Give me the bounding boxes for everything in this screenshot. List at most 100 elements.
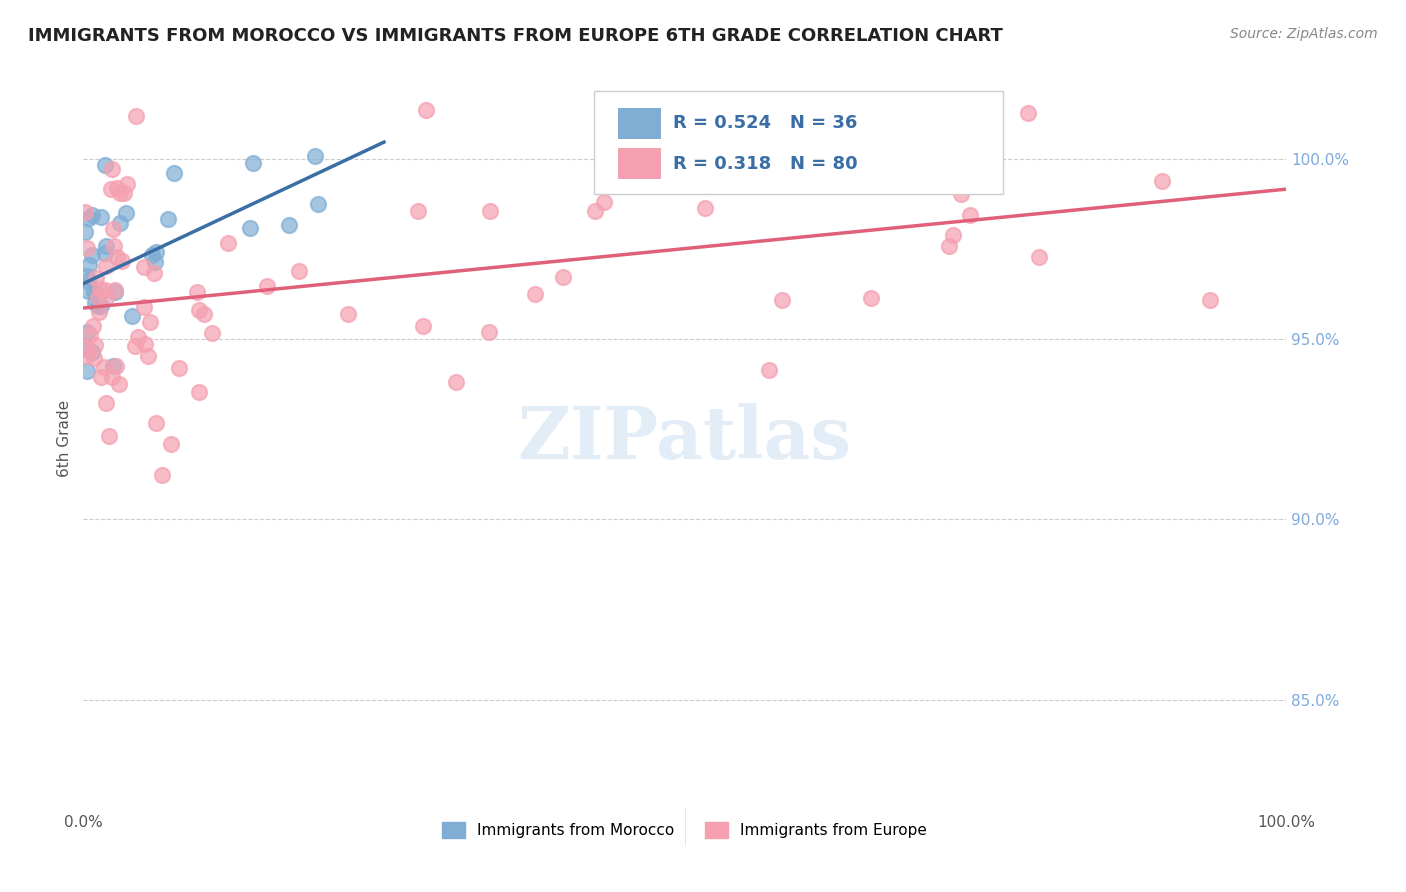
Text: ZIPatlas: ZIPatlas	[517, 402, 852, 474]
Immigrants from Europe	[125, 109, 148, 123]
Immigrants from Europe	[94, 396, 117, 410]
Y-axis label: 6th Grade: 6th Grade	[58, 400, 72, 476]
Text: IMMIGRANTS FROM MOROCCO VS IMMIGRANTS FROM EUROPE 6TH GRADE CORRELATION CHART: IMMIGRANTS FROM MOROCCO VS IMMIGRANTS FR…	[28, 27, 1002, 45]
Immigrants from Europe	[145, 416, 167, 430]
Immigrants from Morocco	[80, 248, 103, 262]
Immigrants from Morocco	[143, 255, 166, 269]
Immigrants from Europe	[73, 205, 96, 219]
Legend: Immigrants from Morocco, Immigrants from Europe: Immigrants from Morocco, Immigrants from…	[436, 816, 934, 845]
Immigrants from Morocco	[76, 325, 98, 339]
Immigrants from Morocco	[83, 296, 105, 310]
Immigrants from Morocco	[115, 206, 138, 220]
Immigrants from Europe	[110, 186, 132, 200]
Immigrants from Europe	[105, 181, 128, 195]
Immigrants from Europe	[105, 250, 128, 264]
Immigrants from Europe	[412, 319, 434, 334]
Immigrants from Europe	[134, 336, 156, 351]
Immigrants from Europe	[593, 195, 616, 210]
Immigrants from Europe	[83, 338, 105, 352]
Immigrants from Morocco	[104, 285, 127, 299]
Immigrants from Europe	[97, 429, 120, 443]
Immigrants from Europe	[186, 285, 208, 300]
Immigrants from Morocco	[304, 148, 326, 162]
Immigrants from Europe	[90, 370, 112, 384]
Immigrants from Europe	[758, 363, 780, 377]
Immigrants from Europe	[142, 266, 165, 280]
Immigrants from Europe	[76, 341, 98, 355]
Immigrants from Europe	[112, 186, 135, 201]
Immigrants from Morocco	[110, 216, 132, 230]
Bar	[619, 108, 661, 139]
Immigrants from Europe	[288, 264, 311, 278]
Immigrants from Europe	[478, 325, 501, 339]
Immigrants from Europe	[187, 302, 209, 317]
Immigrants from Morocco	[163, 166, 186, 180]
Immigrants from Europe	[117, 177, 139, 191]
Immigrants from Morocco	[76, 268, 98, 283]
Immigrants from Europe	[336, 307, 359, 321]
Immigrants from Europe	[108, 376, 131, 391]
Immigrants from Europe	[938, 239, 960, 253]
Immigrants from Europe	[110, 254, 132, 268]
Immigrants from Europe	[942, 228, 965, 243]
FancyBboxPatch shape	[595, 91, 1004, 194]
Immigrants from Europe	[583, 203, 606, 218]
Immigrants from Europe	[100, 182, 122, 196]
Immigrants from Europe	[93, 359, 115, 374]
Immigrants from Europe	[79, 328, 101, 343]
Immigrants from Europe	[103, 283, 125, 297]
Immigrants from Europe	[89, 282, 111, 296]
Immigrants from Europe	[1198, 293, 1220, 308]
Immigrants from Europe	[1150, 174, 1173, 188]
Immigrants from Europe	[444, 375, 467, 389]
Immigrants from Morocco	[121, 309, 143, 323]
Immigrants from Europe	[139, 315, 162, 329]
Immigrants from Europe	[134, 300, 156, 314]
Immigrants from Europe	[765, 110, 787, 124]
Immigrants from Europe	[103, 238, 125, 252]
Immigrants from Europe	[551, 270, 574, 285]
Immigrants from Europe	[602, 155, 624, 169]
Immigrants from Europe	[104, 359, 127, 373]
Immigrants from Europe	[1028, 250, 1050, 264]
Immigrants from Morocco	[307, 196, 329, 211]
Immigrants from Morocco	[94, 157, 117, 171]
Immigrants from Europe	[101, 370, 124, 384]
Immigrants from Morocco	[94, 238, 117, 252]
Text: Source: ZipAtlas.com: Source: ZipAtlas.com	[1230, 27, 1378, 41]
Immigrants from Morocco	[80, 345, 103, 359]
Immigrants from Morocco	[76, 363, 98, 377]
Immigrants from Europe	[479, 204, 502, 219]
Immigrants from Europe	[82, 318, 104, 333]
Immigrants from Morocco	[239, 220, 262, 235]
Immigrants from Morocco	[73, 342, 96, 356]
Immigrants from Europe	[415, 103, 437, 117]
Immigrants from Morocco	[278, 218, 301, 232]
Immigrants from Morocco	[77, 274, 100, 288]
Immigrants from Europe	[167, 360, 190, 375]
Immigrants from Morocco	[90, 299, 112, 313]
Text: R = 0.318   N = 80: R = 0.318 N = 80	[672, 155, 858, 173]
Immigrants from Europe	[959, 207, 981, 221]
Immigrants from Morocco	[77, 284, 100, 298]
Immigrants from Europe	[1017, 106, 1039, 120]
Immigrants from Morocco	[101, 359, 124, 374]
Immigrants from Europe	[87, 290, 110, 304]
Immigrants from Morocco	[77, 258, 100, 272]
Immigrants from Morocco	[86, 287, 108, 301]
Immigrants from Europe	[136, 349, 159, 363]
Immigrants from Europe	[150, 468, 173, 483]
Immigrants from Morocco	[73, 225, 96, 239]
Immigrants from Morocco	[145, 244, 167, 259]
Immigrants from Morocco	[156, 211, 179, 226]
Immigrants from Europe	[76, 349, 98, 363]
Immigrants from Morocco	[94, 246, 117, 260]
Immigrants from Morocco	[80, 208, 103, 222]
Immigrants from Europe	[101, 162, 124, 177]
Immigrants from Europe	[134, 260, 156, 275]
Immigrants from Europe	[217, 235, 239, 250]
Immigrants from Europe	[83, 351, 105, 366]
Immigrants from Europe	[159, 436, 181, 450]
Immigrants from Morocco	[141, 248, 163, 262]
Immigrants from Europe	[76, 241, 98, 255]
